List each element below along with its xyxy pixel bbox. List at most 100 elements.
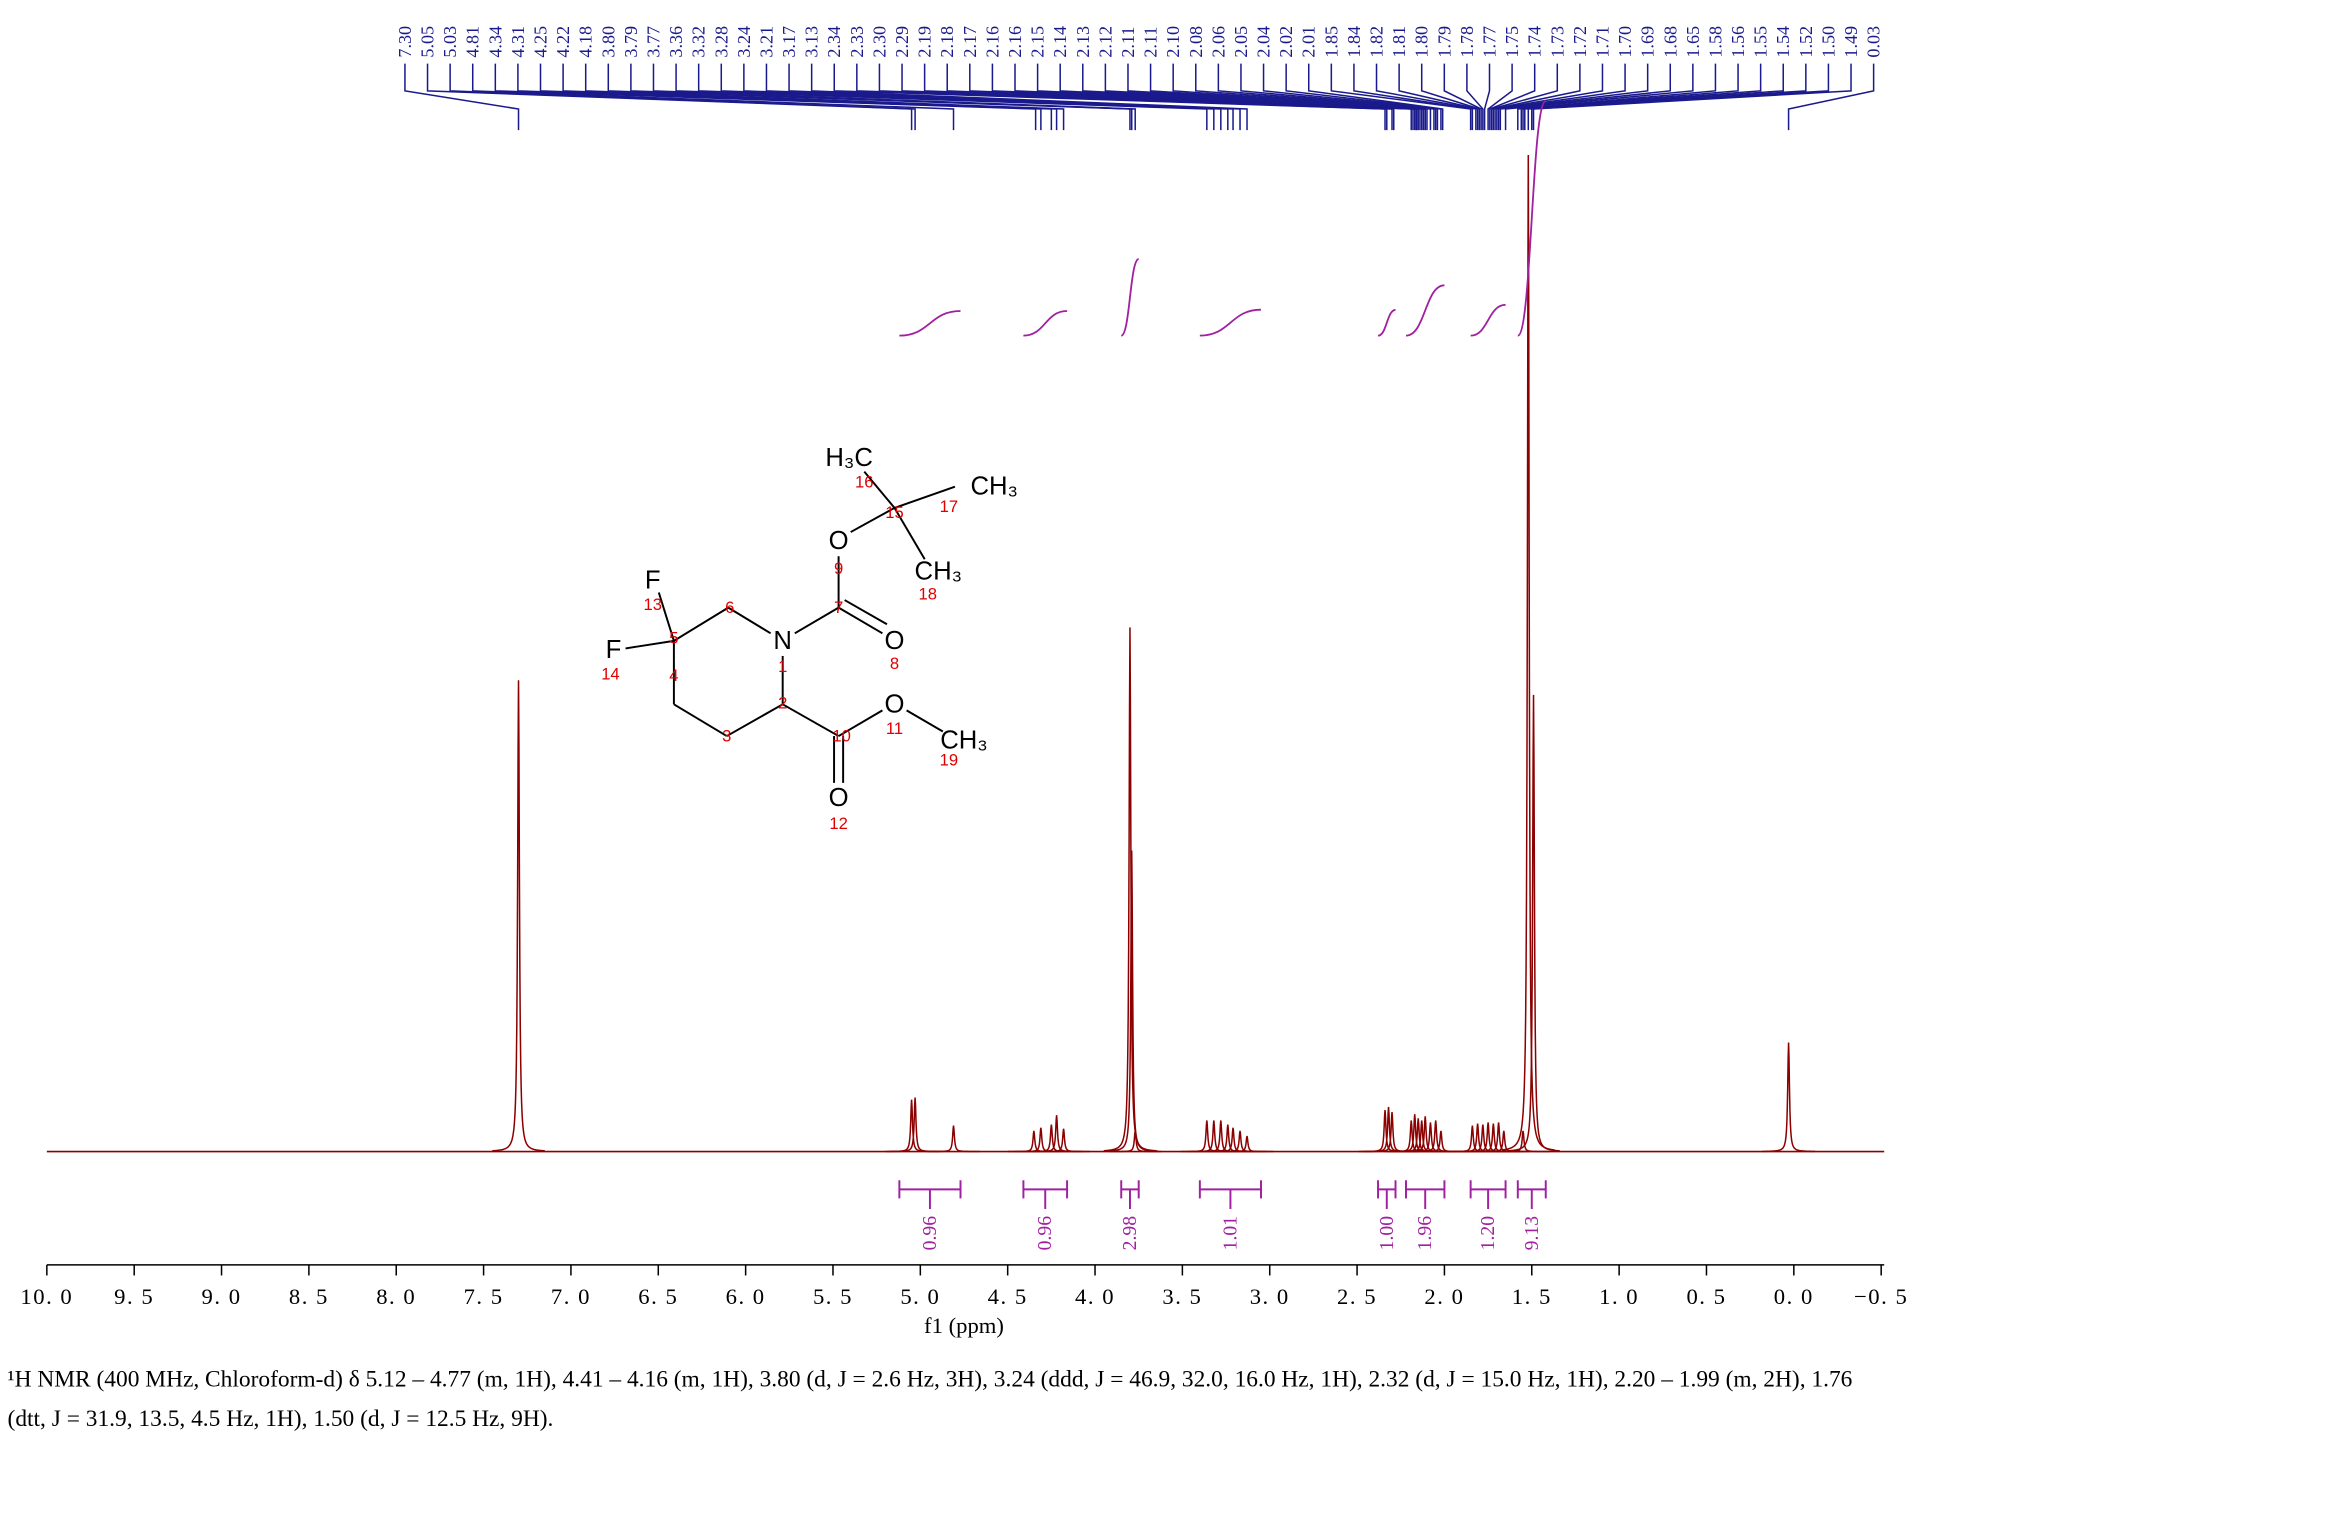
peak-label: 2.30	[869, 26, 889, 58]
peak-label: 2.17	[960, 26, 980, 58]
peak-label: 1.82	[1367, 26, 1387, 58]
peak-connector	[1517, 63, 1717, 131]
peak-connector	[1307, 63, 1444, 131]
caption-line: ¹H NMR (400 MHz, Chloroform-d) δ 5.12 – …	[8, 1367, 1853, 1393]
peak-label: 3.32	[689, 26, 709, 58]
peak-label: 2.11	[1118, 27, 1138, 58]
peak-label: 1.84	[1344, 26, 1364, 58]
atom-number: 12	[829, 814, 847, 833]
peak-label: 2.01	[1299, 26, 1319, 58]
peak-label: 2.33	[847, 26, 867, 58]
x-tick-label: 1. 5	[1512, 1284, 1552, 1309]
atom-number: 6	[725, 598, 734, 617]
peak-label: 0.03	[1864, 26, 1884, 58]
peak-connector	[1262, 63, 1439, 131]
peak-connector	[1489, 63, 1536, 131]
x-tick-label: 6. 0	[726, 1284, 766, 1309]
peak-connector	[1494, 63, 1604, 131]
peak-connector	[1375, 63, 1477, 131]
x-tick-label: 10. 0	[20, 1284, 73, 1309]
peak-label: 3.24	[734, 26, 754, 58]
peak-connector	[1492, 63, 1581, 131]
peak	[1496, 1130, 1550, 1153]
peak-connector	[1522, 63, 1762, 131]
peak	[1109, 1130, 1162, 1153]
peak-label: 1.77	[1480, 26, 1500, 58]
peak-connector	[404, 63, 520, 131]
peak-label: 1.55	[1751, 26, 1771, 58]
peak	[492, 680, 545, 1152]
integral-curve	[1120, 258, 1140, 337]
peak-label: 5.05	[418, 26, 438, 58]
peak-connector	[1483, 63, 1491, 131]
peak-label: 1.52	[1796, 26, 1816, 58]
x-tick-label: 7. 0	[551, 1284, 591, 1309]
caption-line: (dtt, J = 31.9, 13.5, 4.5 Hz, 1H), 1.50 …	[8, 1406, 554, 1432]
peak-label: 1.78	[1457, 26, 1477, 58]
peak-label: 3.77	[643, 26, 663, 58]
peak-label: 3.17	[779, 26, 799, 58]
peak-label: 3.80	[598, 26, 618, 58]
peak-label: 1.75	[1502, 26, 1522, 58]
peak-connector	[1520, 63, 1739, 131]
peak-label: 1.85	[1321, 26, 1341, 58]
integral-curve	[1405, 284, 1445, 337]
integral-label: 1.20	[1477, 1216, 1499, 1251]
integral-curve	[1199, 308, 1261, 337]
peak-label: 2.08	[1186, 26, 1206, 58]
x-tick-label: 4. 5	[988, 1284, 1028, 1309]
atom-label: O	[885, 690, 905, 718]
integral-label: 0.96	[919, 1216, 941, 1251]
atom-number: 14	[601, 665, 619, 684]
x-tick-label: 1. 0	[1599, 1284, 1639, 1309]
x-tick-label: 2. 0	[1424, 1284, 1464, 1309]
peak	[927, 1125, 980, 1153]
peak-label: 4.25	[531, 26, 551, 58]
peak-connector	[1527, 63, 1807, 131]
integral-label: 9.13	[1521, 1216, 1543, 1251]
atom-number: 10	[832, 727, 850, 746]
peak-label: 1.69	[1638, 26, 1658, 58]
peak	[1358, 1109, 1412, 1153]
peak-label: 2.34	[824, 26, 844, 58]
peak-label: 1.65	[1683, 26, 1703, 58]
x-tick-label: 5. 5	[813, 1284, 853, 1309]
atom-label: O	[829, 784, 849, 812]
atom-label: H₃C	[825, 444, 873, 472]
x-tick-label: 4. 0	[1075, 1284, 1115, 1309]
atom-number: 13	[644, 595, 662, 614]
peak-label: 1.74	[1525, 26, 1545, 58]
atom-number: 19	[940, 751, 958, 770]
peak-label: 2.29	[892, 26, 912, 58]
peak-label: 1.54	[1773, 26, 1793, 58]
peak-label: 2.16	[982, 26, 1002, 58]
peak-connector	[471, 63, 955, 131]
peak-connector	[1149, 63, 1426, 131]
integral-curve	[1377, 309, 1396, 337]
peak-connector	[1524, 63, 1784, 131]
atom-number: 2	[778, 693, 787, 712]
peak	[1399, 1116, 1452, 1153]
peak-label: 1.79	[1434, 26, 1454, 58]
atom-number: 7	[834, 598, 843, 617]
peak-label: 1.70	[1615, 26, 1635, 58]
peak-connector	[1443, 63, 1482, 131]
peak-label: 2.15	[1028, 26, 1048, 58]
peak-label: 4.31	[508, 26, 528, 58]
peak-connector	[449, 63, 916, 131]
peak-label: 3.13	[802, 26, 822, 58]
integral-curve	[1023, 310, 1068, 337]
integral-label: 0.96	[1034, 1216, 1056, 1251]
x-tick-label: −0. 5	[1854, 1284, 1908, 1309]
x-tick-label: 8. 5	[289, 1284, 329, 1309]
peak-label: 4.34	[485, 26, 505, 58]
atom-number: 4	[669, 666, 678, 685]
peak-label: 2.16	[1005, 26, 1025, 58]
peak-connector	[1496, 63, 1626, 131]
atom-number: 8	[890, 654, 899, 673]
peak-label: 2.05	[1231, 26, 1251, 58]
peak-label: 3.36	[666, 26, 686, 58]
peak-label: 2.14	[1050, 26, 1070, 58]
x-tick-label: 9. 0	[202, 1284, 242, 1309]
